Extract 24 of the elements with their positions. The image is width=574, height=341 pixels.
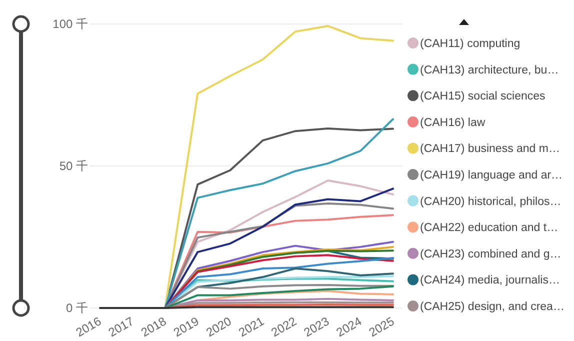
x-tick-label: 2023 — [301, 314, 332, 340]
y-tick-label: 100 千 — [52, 17, 88, 32]
x-tick-label: 2025 — [366, 314, 397, 340]
x-tick-label: 2020 — [204, 314, 234, 340]
x-tick-label: 2024 — [334, 314, 364, 340]
x-tick-label: 2021 — [236, 314, 267, 340]
legend-label: (CAH16) law — [420, 116, 486, 129]
legend-label: (CAH17) business and m… — [420, 143, 560, 156]
legend-label: (CAH13) architecture, bu… — [420, 64, 559, 76]
legend-label: (CAH19) language and ar… — [420, 170, 563, 182]
legend-label: (CAH22) education and t… — [420, 222, 558, 234]
x-tick-label: 2022 — [268, 314, 300, 340]
x-tick-label: 2016 — [73, 314, 104, 340]
legend-label: (CAH23) combined and g… — [420, 248, 562, 260]
y-tick-label: 0 千 — [66, 301, 88, 316]
x-tick-label: 2019 — [171, 314, 202, 340]
legend-label: (CAH24) media, journalis… — [420, 274, 560, 287]
legend-label: (CAH15) social sciences — [420, 90, 546, 103]
x-tick-label: 2017 — [106, 314, 136, 340]
y-tick-label: 50 千 — [59, 159, 88, 174]
legend-label: (CAH20) historical, philos… — [420, 196, 562, 208]
legend-label: (CAH11) computing — [420, 38, 520, 50]
x-tick-label: 2018 — [138, 314, 169, 340]
legend-label: (CAH25) design, and crea… — [420, 301, 564, 314]
